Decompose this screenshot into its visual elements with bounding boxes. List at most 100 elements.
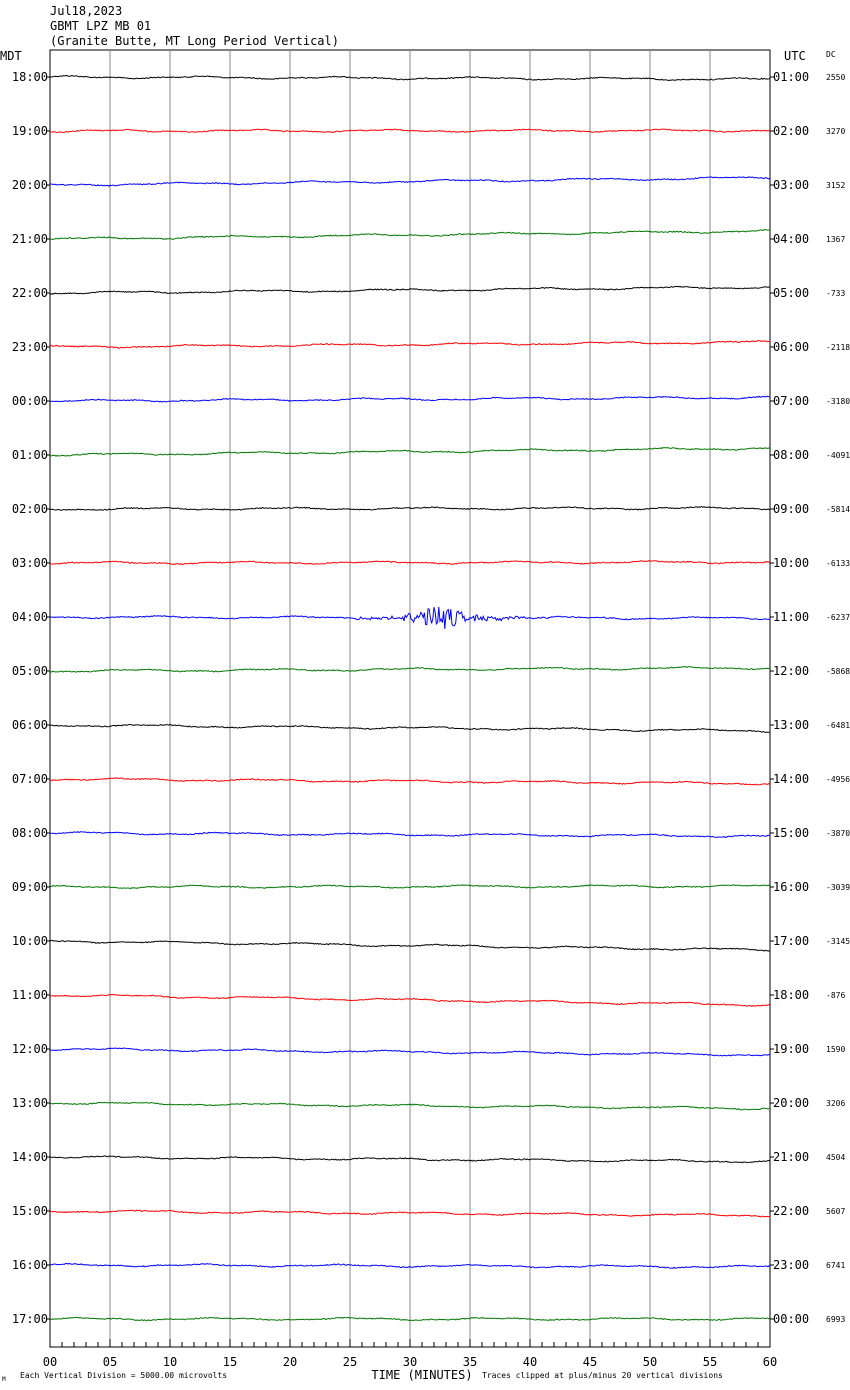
utc-hour-label: 03:00 [773,178,809,192]
local-hour-label: 15:00 [12,1204,48,1218]
seismic-trace [49,176,771,187]
seismic-trace [49,1101,771,1111]
local-hour-label: 23:00 [12,340,48,354]
dc-offset-label: -3180 [826,397,850,406]
dc-offset-label: -5814 [826,505,850,514]
seismic-trace [49,1262,771,1269]
dc-offset-label: -3870 [826,829,850,838]
corner-logo: M [2,1376,6,1383]
x-tick-label: 00 [43,1355,57,1369]
utc-hour-label: 16:00 [773,880,809,894]
local-hour-label: 14:00 [12,1150,48,1164]
x-axis-label: TIME (MINUTES) [371,1368,472,1382]
dc-offset-label: 6993 [826,1315,845,1324]
local-timezone-label: MDT [0,49,22,63]
dc-offset-label: 1367 [826,235,845,244]
local-hour-label: 05:00 [12,664,48,678]
utc-hour-label: 15:00 [773,826,809,840]
seismic-trace [50,1209,771,1218]
dc-offset-label: -876 [826,991,845,1000]
seismic-trace [49,395,771,403]
local-hour-label: 20:00 [12,178,48,192]
dc-offset-label: 6741 [826,1261,845,1270]
local-hour-label: 18:00 [12,70,48,84]
dc-offset-label: -3039 [826,883,850,892]
seismic-trace [49,606,771,629]
utc-hour-label: 17:00 [773,934,809,948]
x-tick-label: 50 [643,1355,657,1369]
seismic-trace [49,446,771,457]
dc-offset-label: 3152 [826,181,845,190]
scale-note: Each Vertical Division = 5000.00 microvo… [20,1371,228,1380]
x-tick-label: 60 [763,1355,777,1369]
seismic-trace [49,1155,771,1164]
local-hour-label: 03:00 [12,556,48,570]
x-tick-label: 10 [163,1355,177,1369]
x-tick-label: 35 [463,1355,477,1369]
utc-hour-label: 20:00 [773,1096,809,1110]
local-hour-label: 04:00 [12,610,48,624]
station-location: (Granite Butte, MT Long Period Vertical) [50,34,339,48]
x-tick-label: 15 [223,1355,237,1369]
seismic-trace [49,560,771,566]
x-tick-label: 40 [523,1355,537,1369]
seismic-trace [49,939,771,952]
local-hour-label: 09:00 [12,880,48,894]
clip-note: Traces clipped at plus/minus 20 vertical… [482,1371,723,1380]
local-hour-label: 16:00 [12,1258,48,1272]
seismic-trace [49,666,770,673]
dc-offset-label: 1590 [826,1045,845,1054]
dc-offset-label: -4091 [826,451,850,460]
seismic-trace [50,505,771,511]
x-tick-label: 25 [343,1355,357,1369]
seismic-trace [49,128,771,134]
utc-hour-label: 21:00 [773,1150,809,1164]
seismic-trace [49,339,771,349]
x-tick-label: 30 [403,1355,417,1369]
utc-hour-label: 23:00 [773,1258,809,1272]
dc-offset-label: -3145 [826,937,850,946]
dc-column-label: DC [826,50,836,59]
dc-offset-label: 2550 [826,73,845,82]
dc-offset-label: 4504 [826,1153,845,1162]
seismic-trace [49,74,771,82]
utc-hour-label: 13:00 [773,718,809,732]
utc-hour-label: 11:00 [773,610,809,624]
x-tick-label: 55 [703,1355,717,1369]
dc-offset-label: -733 [826,289,845,298]
seismic-trace [49,723,770,733]
utc-hour-label: 14:00 [773,772,809,786]
utc-timezone-label: UTC [784,49,806,63]
utc-hour-label: 12:00 [773,664,809,678]
station-code: GBMT LPZ MB 01 [50,19,152,33]
local-hour-label: 02:00 [12,502,48,516]
utc-hour-label: 22:00 [773,1204,809,1218]
x-tick-label: 20 [283,1355,297,1369]
utc-hour-label: 02:00 [773,124,809,138]
local-hour-label: 11:00 [12,988,48,1002]
dc-offset-label: -4956 [826,775,850,784]
record-date: Jul18,2023 [50,4,123,18]
x-tick-label: 45 [583,1355,597,1369]
local-hour-label: 06:00 [12,718,48,732]
seismic-trace [49,884,771,890]
seismic-trace [49,1047,771,1057]
dc-offset-label: -6237 [826,613,850,622]
utc-hour-label: 01:00 [773,70,809,84]
utc-hour-label: 07:00 [773,394,809,408]
local-hour-label: 10:00 [12,934,48,948]
dc-offset-label: -6133 [826,559,850,568]
local-hour-label: 08:00 [12,826,48,840]
utc-hour-label: 00:00 [773,1312,809,1326]
local-hour-label: 12:00 [12,1042,48,1056]
local-hour-label: 00:00 [12,394,48,408]
utc-hour-label: 08:00 [773,448,809,462]
utc-hour-label: 06:00 [773,340,809,354]
seismic-trace [49,285,771,295]
local-hour-label: 22:00 [12,286,48,300]
seismic-trace [49,1316,771,1322]
seismic-trace [49,994,771,1007]
local-hour-label: 01:00 [12,448,48,462]
local-hour-label: 13:00 [12,1096,48,1110]
